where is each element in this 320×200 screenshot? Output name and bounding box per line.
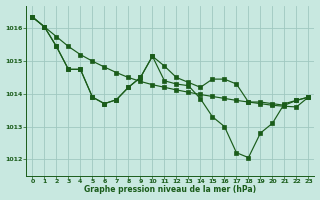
- X-axis label: Graphe pression niveau de la mer (hPa): Graphe pression niveau de la mer (hPa): [84, 185, 257, 194]
